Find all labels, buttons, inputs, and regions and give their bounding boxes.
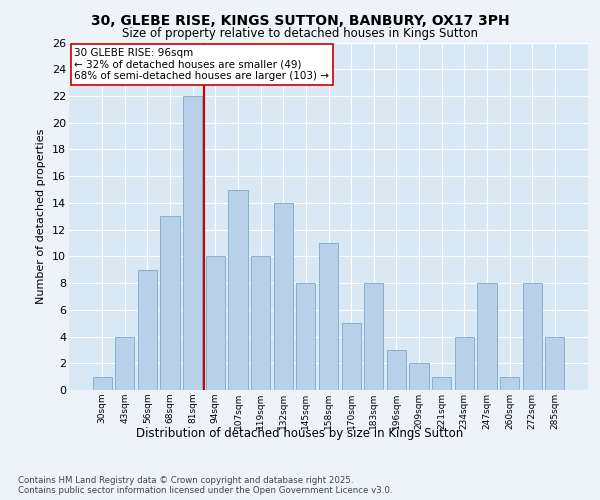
- Bar: [432, 376, 451, 390]
- Bar: [341, 323, 361, 390]
- Bar: [545, 336, 565, 390]
- Bar: [477, 283, 497, 390]
- Bar: [274, 203, 293, 390]
- Bar: [229, 190, 248, 390]
- Text: 30 GLEBE RISE: 96sqm
← 32% of detached houses are smaller (49)
68% of semi-detac: 30 GLEBE RISE: 96sqm ← 32% of detached h…: [74, 48, 329, 81]
- Bar: [409, 364, 428, 390]
- Y-axis label: Number of detached properties: Number of detached properties: [37, 128, 46, 304]
- Bar: [160, 216, 180, 390]
- Bar: [206, 256, 225, 390]
- Bar: [500, 376, 519, 390]
- Bar: [387, 350, 406, 390]
- Bar: [183, 96, 202, 390]
- Bar: [364, 283, 383, 390]
- Text: 30, GLEBE RISE, KINGS SUTTON, BANBURY, OX17 3PH: 30, GLEBE RISE, KINGS SUTTON, BANBURY, O…: [91, 14, 509, 28]
- Bar: [138, 270, 157, 390]
- Bar: [455, 336, 474, 390]
- Text: Size of property relative to detached houses in Kings Sutton: Size of property relative to detached ho…: [122, 28, 478, 40]
- Text: Distribution of detached houses by size in Kings Sutton: Distribution of detached houses by size …: [136, 428, 464, 440]
- Bar: [251, 256, 270, 390]
- Bar: [523, 283, 542, 390]
- Text: Contains HM Land Registry data © Crown copyright and database right 2025.
Contai: Contains HM Land Registry data © Crown c…: [18, 476, 392, 495]
- Bar: [115, 336, 134, 390]
- Bar: [92, 376, 112, 390]
- Bar: [296, 283, 316, 390]
- Bar: [319, 243, 338, 390]
